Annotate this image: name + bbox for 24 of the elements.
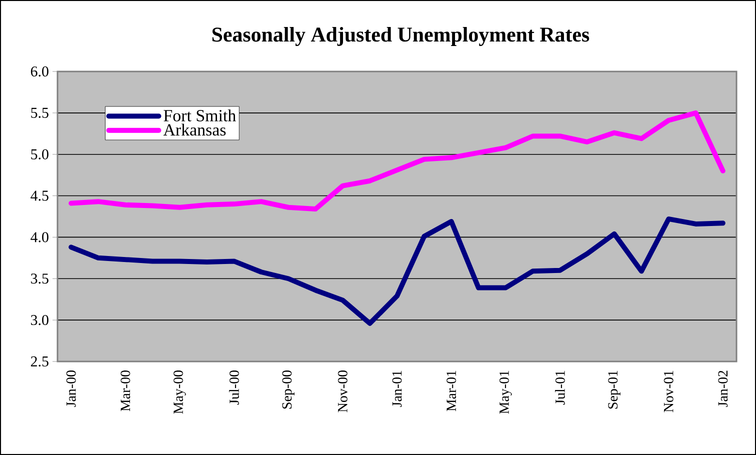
x-tick-label: Jan-00 (66, 370, 76, 407)
x-tick-label: Jul-00 (229, 370, 239, 405)
chart-title: Seasonally Adjusted Unemployment Rates (212, 26, 590, 46)
legend-label: Fort Smith (164, 109, 236, 122)
x-tick-label: Nov-00 (338, 370, 348, 412)
y-tick-label: 4.0 (30, 232, 48, 242)
y-tick-label: 6.0 (30, 66, 48, 77)
y-tick-label: 5.5 (31, 108, 48, 118)
x-tick-label: Sep-00 (282, 370, 294, 409)
x-tick-label: Mar-00 (120, 370, 130, 412)
y-tick-label: 2.5 (30, 356, 48, 367)
y-tick-label: 5.0 (31, 149, 48, 160)
x-tick-label: Nov-01 (664, 370, 674, 412)
x-tick-label: Sep-01 (608, 370, 620, 409)
x-tick-label: Jan-01 (392, 370, 402, 407)
legend-label: Arkansas (163, 124, 226, 136)
y-tick-label: 3.0 (31, 314, 48, 326)
x-tick-label: Jan-02 (718, 370, 728, 407)
x-tick-label: May-00 (174, 370, 186, 414)
x-tick-label: Jul-01 (555, 370, 565, 405)
y-tick-label: 3.5 (31, 274, 48, 284)
y-tick-label: 4.5 (30, 190, 48, 201)
x-tick-label: May-01 (500, 370, 512, 414)
x-tick-label: Mar-01 (446, 370, 456, 412)
